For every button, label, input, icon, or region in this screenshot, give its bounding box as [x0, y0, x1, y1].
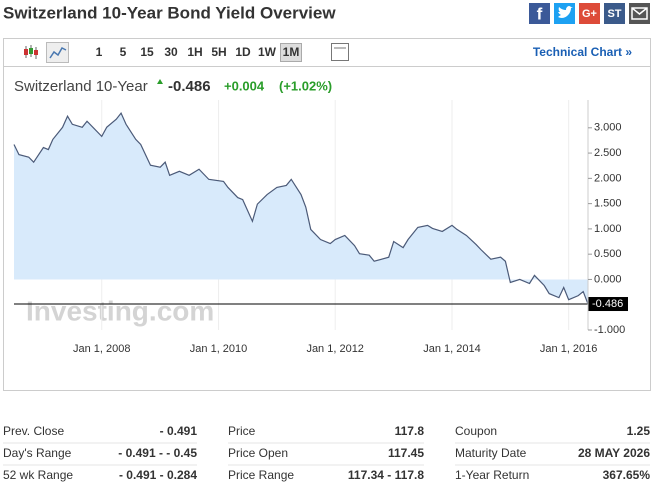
last-value-label: -0.486 — [592, 298, 623, 310]
quote-change: +0.004 — [224, 78, 265, 93]
y-tick-label: 0.000 — [594, 273, 622, 285]
twitter-glyph — [558, 6, 573, 18]
gplus-icon[interactable] — [579, 3, 600, 24]
last-value-box — [588, 297, 628, 312]
up-arrow — [157, 79, 163, 84]
period-button[interactable]: 1 — [96, 45, 103, 59]
y-tick-label: 1.500 — [594, 198, 622, 210]
stat-label: Coupon — [455, 424, 497, 438]
stat-value: 367.65% — [603, 468, 651, 482]
period-selected[interactable] — [280, 43, 302, 62]
period-button[interactable]: 5 — [120, 45, 127, 59]
stat-label: Price Open — [228, 446, 288, 460]
y-tick-label: 2.000 — [594, 172, 622, 184]
period-button[interactable]: 1M — [283, 45, 300, 59]
stat-label: Prev. Close — [3, 424, 64, 438]
line — [13, 111, 589, 305]
stat-value: 117.34 - 117.8 — [348, 468, 424, 482]
stat-value: 28 MAY 2026 — [578, 446, 650, 460]
x-tick-label: Jan 1, 2014 — [423, 343, 481, 355]
quote-change-pct: (+1.02%) — [279, 78, 332, 93]
stat-label: Day's Range — [3, 446, 72, 460]
x-tick-label: Jan 1, 2016 — [540, 343, 598, 355]
stat-value: 117.45 — [388, 446, 424, 460]
stat-value: 117.8 — [395, 424, 425, 438]
period-button[interactable]: 1H — [187, 45, 202, 59]
facebook-glyph: f — [537, 4, 543, 23]
mail-glyph — [631, 7, 648, 20]
gplus-glyph: G+ — [582, 8, 597, 20]
toolbar — [3, 38, 651, 67]
stat-label: Maturity Date — [455, 446, 527, 460]
x-tick-label: Jan 1, 2008 — [73, 343, 131, 355]
line-chart-button[interactable] — [46, 42, 69, 63]
quote-price: -0.486 — [168, 78, 211, 95]
st-glyph: ST — [607, 8, 621, 20]
quote-name: Switzerland 10-Year — [14, 78, 148, 95]
period-button[interactable]: 15 — [140, 45, 154, 59]
y-tick-label: -1.000 — [594, 324, 625, 336]
stat-label: 52 wk Range — [3, 468, 73, 482]
period-button[interactable]: 1W — [258, 45, 277, 59]
stat-value: - 0.491 - 0.284 — [119, 468, 197, 482]
stat-label: Price — [228, 424, 256, 438]
facebook-icon[interactable] — [529, 3, 550, 24]
watermark: Investing.com — [26, 295, 214, 326]
x-tick-label: Jan 1, 2012 — [306, 343, 364, 355]
page-title: Switzerland 10-Year Bond Yield Overview — [3, 3, 336, 22]
technical-chart-link[interactable]: Technical Chart » — [533, 45, 632, 59]
y-tick-label: 0.500 — [594, 248, 622, 260]
stat-value: 1.25 — [627, 424, 651, 438]
settings-icon[interactable] — [331, 43, 349, 61]
y-tick-label: 1.000 — [594, 223, 622, 235]
candle-icon[interactable] — [24, 45, 38, 59]
stat-value: - 0.491 — [160, 424, 198, 438]
stat-label: Price Range — [228, 468, 294, 482]
line-chart-glyph — [49, 47, 67, 59]
period-button[interactable]: 1D — [235, 45, 251, 59]
st-icon[interactable] — [604, 3, 625, 24]
stat-value: - 0.491 - - 0.45 — [118, 446, 197, 460]
area — [14, 113, 588, 305]
period-button[interactable]: 30 — [164, 45, 178, 59]
x-tick-label: Jan 1, 2010 — [190, 343, 248, 355]
stat-label: 1-Year Return — [455, 468, 529, 482]
y-tick-label: 2.500 — [594, 147, 622, 159]
y-tick-label: 3.000 — [594, 122, 622, 134]
period-button[interactable]: 5H — [211, 45, 226, 59]
